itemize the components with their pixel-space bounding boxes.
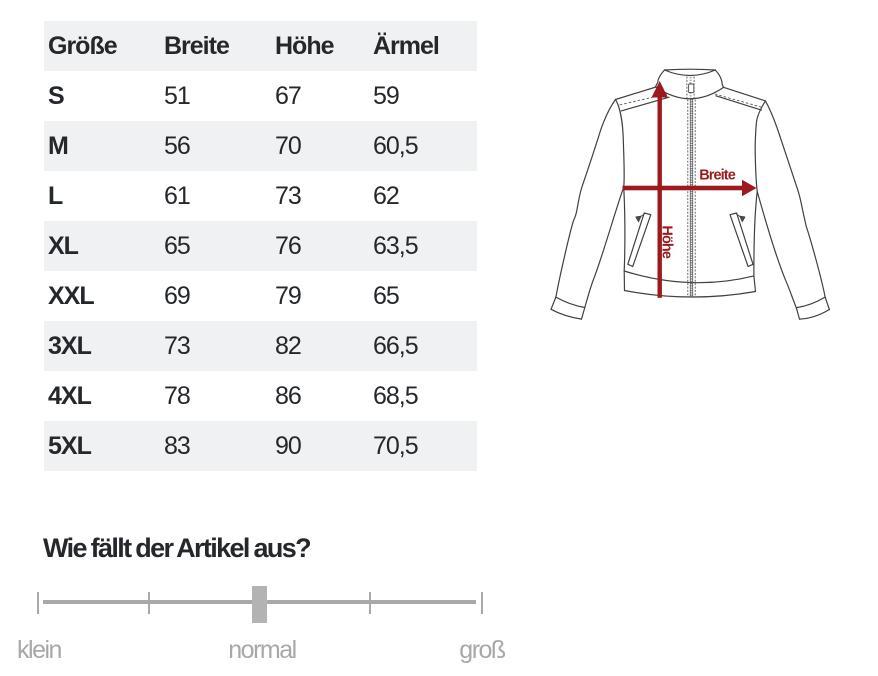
svg-text:Höhe: Höhe xyxy=(659,225,675,258)
svg-text:Breite: Breite xyxy=(699,168,736,184)
